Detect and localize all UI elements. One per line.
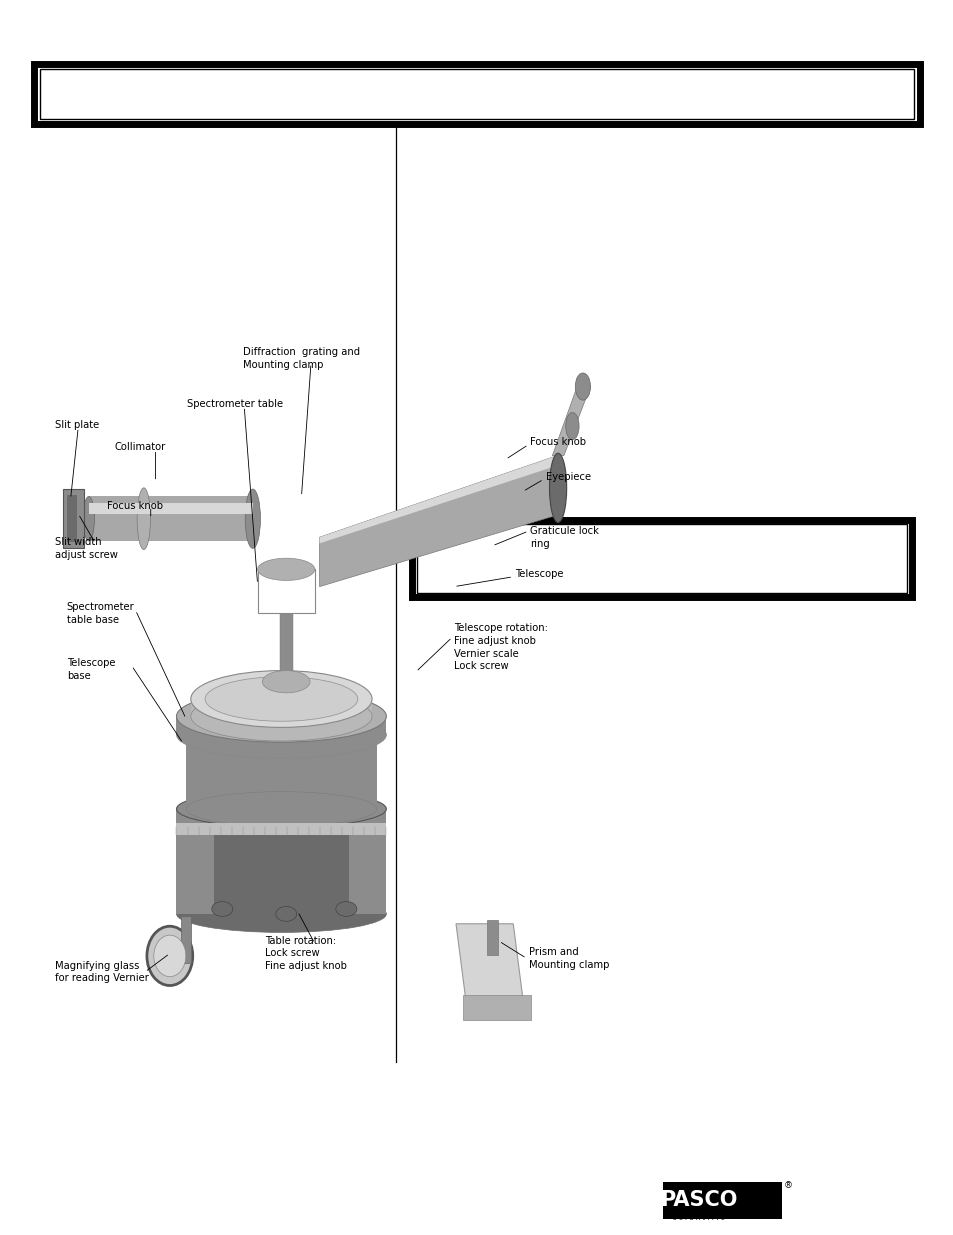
Text: Slit width
adjust screw: Slit width adjust screw [55,537,118,559]
Bar [181,916,191,963]
Ellipse shape [257,558,314,580]
Bar [662,1182,781,1219]
Text: Spectrometer
table base: Spectrometer table base [67,603,134,625]
Ellipse shape [137,488,151,550]
Text: Prism and
Mounting clamp: Prism and Mounting clamp [528,947,608,969]
Ellipse shape [575,373,590,400]
Bar [63,489,84,548]
Ellipse shape [205,677,357,721]
Text: PASCO: PASCO [659,1191,737,1210]
Ellipse shape [186,705,376,752]
Text: Diffraction  grating and
Mounting clamp: Diffraction grating and Mounting clamp [243,347,360,369]
Bar [256,729,268,824]
Ellipse shape [191,692,372,741]
Bar [89,496,253,541]
Text: Graticule lock
ring: Graticule lock ring [530,526,598,548]
Ellipse shape [176,790,386,827]
Circle shape [147,926,193,986]
Text: Collimator: Collimator [114,442,166,452]
Text: Telescope: Telescope [515,569,563,579]
Bar [314,694,334,729]
Circle shape [153,935,186,977]
Bar [462,995,531,1020]
Bar [416,524,906,593]
Ellipse shape [83,496,94,541]
Ellipse shape [335,902,356,916]
Bar [229,694,248,729]
Text: Telescope
base: Telescope base [67,658,115,680]
Text: Eyepiece: Eyepiece [545,472,590,482]
Bar [191,699,372,716]
Text: s c i e n t i f i c: s c i e n t i f i c [672,1215,723,1220]
Bar [34,64,919,124]
Bar [412,520,911,597]
Text: Focus knob: Focus knob [107,501,163,511]
Bar [299,729,311,824]
Text: Table rotation:
Lock screw
Fine adjust knob: Table rotation: Lock screw Fine adjust k… [265,936,347,971]
Bar [218,729,230,824]
Bar [486,920,497,955]
Text: Magnifying glass
for reading Vernier: Magnifying glass for reading Vernier [55,961,149,983]
Text: Slit plate: Slit plate [55,420,99,430]
Text: Focus knob: Focus knob [530,437,586,447]
Polygon shape [456,924,522,998]
Ellipse shape [191,671,372,727]
Text: Spectrometer table: Spectrometer table [187,399,283,409]
Bar [257,569,314,613]
Text: Telescope rotation:
Fine adjust knob
Vernier scale
Lock screw: Telescope rotation: Fine adjust knob Ver… [454,622,547,672]
Ellipse shape [176,690,386,742]
Polygon shape [319,457,553,543]
Ellipse shape [176,895,386,932]
Ellipse shape [565,412,578,440]
Bar [348,809,386,914]
Ellipse shape [245,489,260,548]
Ellipse shape [186,792,376,826]
Bar [176,809,214,914]
Ellipse shape [212,902,233,916]
Ellipse shape [262,671,310,693]
Ellipse shape [549,453,566,522]
Polygon shape [552,387,590,456]
Ellipse shape [176,711,386,758]
Bar [279,613,293,687]
Bar [40,69,913,119]
Polygon shape [319,457,553,587]
Bar [176,823,386,835]
Bar [176,809,386,914]
Ellipse shape [275,906,296,921]
Bar [89,503,253,514]
Bar [176,716,386,735]
Text: ®: ® [783,1181,792,1191]
Bar [67,495,77,542]
Bar [186,729,376,809]
Bar [335,729,346,824]
